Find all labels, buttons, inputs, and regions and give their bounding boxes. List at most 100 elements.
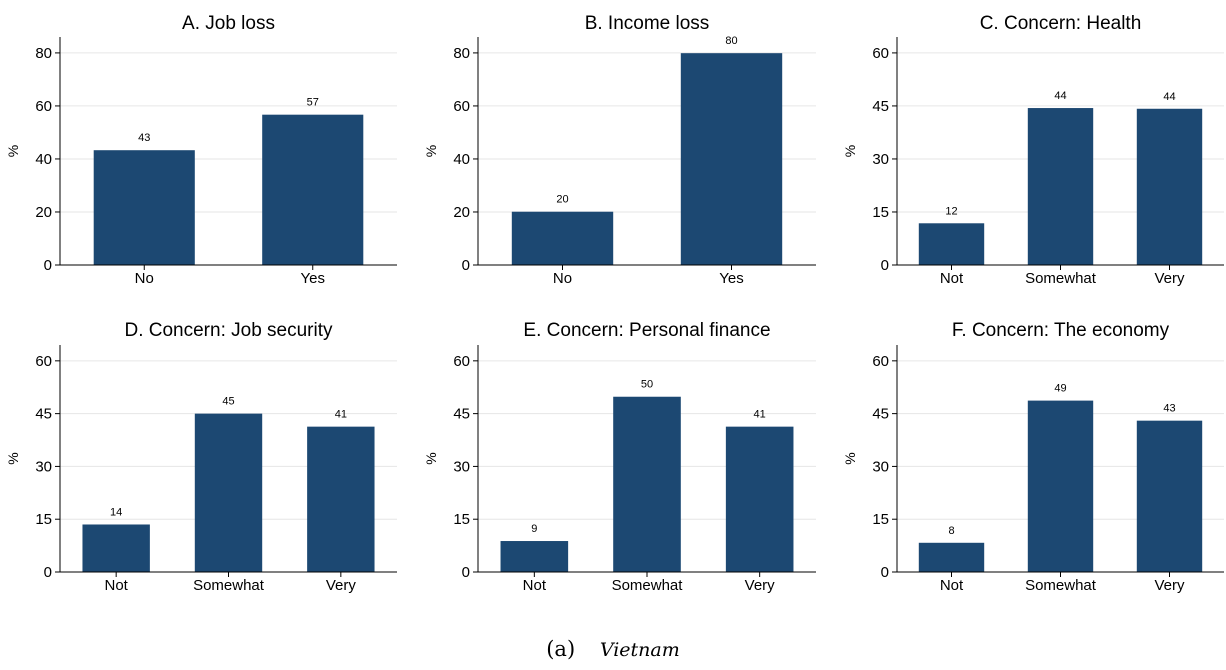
y-tick-label: 45 bbox=[872, 98, 889, 115]
bar-somewhat bbox=[613, 396, 681, 572]
y-tick-label: 30 bbox=[35, 458, 52, 475]
y-axis-label: % bbox=[842, 145, 858, 157]
y-tick-label: 15 bbox=[872, 204, 889, 221]
chart-panel-1: A. Job loss 43 No 57 Yes 0 20 40 60 80% bbox=[5, 13, 397, 287]
x-tick-label: Not bbox=[940, 577, 964, 594]
data-label: 44 bbox=[1163, 91, 1175, 103]
bar-yes bbox=[262, 114, 364, 265]
bar-somewhat bbox=[194, 413, 263, 572]
chart-title: B. Income loss bbox=[585, 13, 710, 34]
data-label: 43 bbox=[1163, 403, 1175, 415]
y-tick-label: 45 bbox=[35, 406, 52, 423]
x-tick-label: Very bbox=[1154, 270, 1185, 287]
chart-panel-2: B. Income loss 20 No 80 Yes 0 20 40 60 80% bbox=[423, 13, 816, 287]
x-tick-label: Not bbox=[104, 577, 128, 594]
bar-not bbox=[82, 524, 150, 572]
y-tick-label: 30 bbox=[872, 151, 889, 168]
x-tick-label: Somewhat bbox=[1025, 270, 1097, 287]
y-tick-label: 0 bbox=[44, 564, 52, 581]
y-tick-label: 0 bbox=[462, 257, 470, 274]
bar-no bbox=[511, 211, 614, 265]
y-axis-label: % bbox=[423, 452, 439, 464]
chart-title: D. Concern: Job security bbox=[124, 320, 333, 341]
y-tick-label: 30 bbox=[453, 458, 470, 475]
x-tick-label: No bbox=[553, 270, 572, 287]
chart-title: F. Concern: The economy bbox=[952, 320, 1170, 341]
y-tick-label: 80 bbox=[453, 45, 470, 62]
x-tick-label: Somewhat bbox=[193, 577, 265, 594]
data-label: 14 bbox=[110, 506, 122, 518]
y-tick-label: 15 bbox=[35, 511, 52, 528]
data-label: 12 bbox=[945, 205, 957, 217]
bar-not bbox=[500, 541, 569, 572]
x-tick-label: No bbox=[135, 270, 154, 287]
chart-panel-5: E. Concern: Personal finance 9 Not 50 Somewh… bbox=[423, 320, 816, 594]
y-axis-label: % bbox=[5, 452, 21, 464]
x-tick-label: Very bbox=[326, 577, 357, 594]
x-tick-label: Not bbox=[523, 577, 547, 594]
data-label: 80 bbox=[725, 35, 737, 47]
y-tick-label: 15 bbox=[872, 511, 889, 528]
bar-somewhat bbox=[1027, 108, 1094, 265]
y-tick-label: 0 bbox=[881, 564, 889, 581]
caption-country: Vietnam bbox=[599, 639, 680, 661]
y-tick-label: 45 bbox=[453, 406, 470, 423]
y-tick-label: 20 bbox=[453, 204, 470, 221]
y-axis-label: % bbox=[5, 145, 21, 157]
chart-panel-6: F. Concern: The economy 8 Not 49 Somewhat 43 V… bbox=[842, 320, 1224, 594]
bar-no bbox=[93, 150, 195, 265]
y-tick-label: 40 bbox=[35, 151, 52, 168]
chart-panel-4: D. Concern: Job security 14 Not 45 Somewhat 4… bbox=[5, 320, 397, 594]
data-label: 49 bbox=[1054, 383, 1066, 395]
bar-very bbox=[1136, 108, 1203, 265]
bar-not bbox=[918, 542, 985, 572]
y-tick-label: 60 bbox=[453, 98, 470, 115]
caption-label: (a) bbox=[546, 637, 576, 661]
bar-very bbox=[1136, 420, 1203, 572]
data-label: 43 bbox=[138, 132, 150, 144]
y-tick-label: 80 bbox=[35, 45, 52, 62]
chart-title: E. Concern: Personal finance bbox=[523, 320, 770, 341]
y-tick-label: 60 bbox=[35, 353, 52, 370]
x-tick-label: Somewhat bbox=[612, 577, 684, 594]
y-tick-label: 0 bbox=[881, 257, 889, 274]
bar-yes bbox=[680, 53, 783, 266]
bar-somewhat bbox=[1027, 400, 1094, 572]
x-tick-label: Yes bbox=[719, 270, 743, 287]
y-tick-label: 40 bbox=[453, 151, 470, 168]
y-tick-label: 60 bbox=[453, 353, 470, 370]
data-label: 57 bbox=[307, 97, 319, 109]
y-axis-label: % bbox=[423, 145, 439, 157]
x-tick-label: Yes bbox=[301, 270, 325, 287]
bar-very bbox=[725, 426, 794, 572]
y-tick-label: 0 bbox=[44, 257, 52, 274]
y-tick-label: 60 bbox=[35, 98, 52, 115]
y-tick-label: 60 bbox=[872, 353, 889, 370]
chart-title: C. Concern: Health bbox=[980, 13, 1142, 34]
bar-very bbox=[307, 426, 375, 572]
y-tick-label: 30 bbox=[872, 458, 889, 475]
data-label: 9 bbox=[531, 523, 537, 535]
data-label: 41 bbox=[754, 409, 766, 421]
x-tick-label: Very bbox=[1154, 577, 1185, 594]
y-tick-label: 60 bbox=[872, 45, 889, 62]
data-label: 20 bbox=[556, 194, 568, 206]
x-tick-label: Somewhat bbox=[1025, 577, 1097, 594]
figure-panel-grid: A. Job loss 43 No 57 Yes 0 20 40 60 80% B. Income … bbox=[5, 13, 1224, 594]
chart-title: A. Job loss bbox=[182, 13, 275, 34]
x-tick-label: Very bbox=[745, 577, 776, 594]
data-label: 8 bbox=[948, 525, 954, 537]
y-tick-label: 15 bbox=[453, 511, 470, 528]
data-label: 45 bbox=[222, 396, 234, 408]
data-label: 44 bbox=[1054, 90, 1066, 102]
y-axis-label: % bbox=[842, 452, 858, 464]
y-tick-label: 45 bbox=[872, 406, 889, 423]
data-label: 50 bbox=[641, 379, 653, 391]
figure-caption: (a) Vietnam bbox=[0, 637, 1226, 661]
chart-panel-3: C. Concern: Health 12 Not 44 Somewhat 44 Very 0… bbox=[842, 13, 1224, 287]
data-label: 41 bbox=[335, 409, 347, 421]
bar-not bbox=[918, 223, 985, 265]
y-tick-label: 0 bbox=[462, 564, 470, 581]
x-tick-label: Not bbox=[940, 270, 964, 287]
